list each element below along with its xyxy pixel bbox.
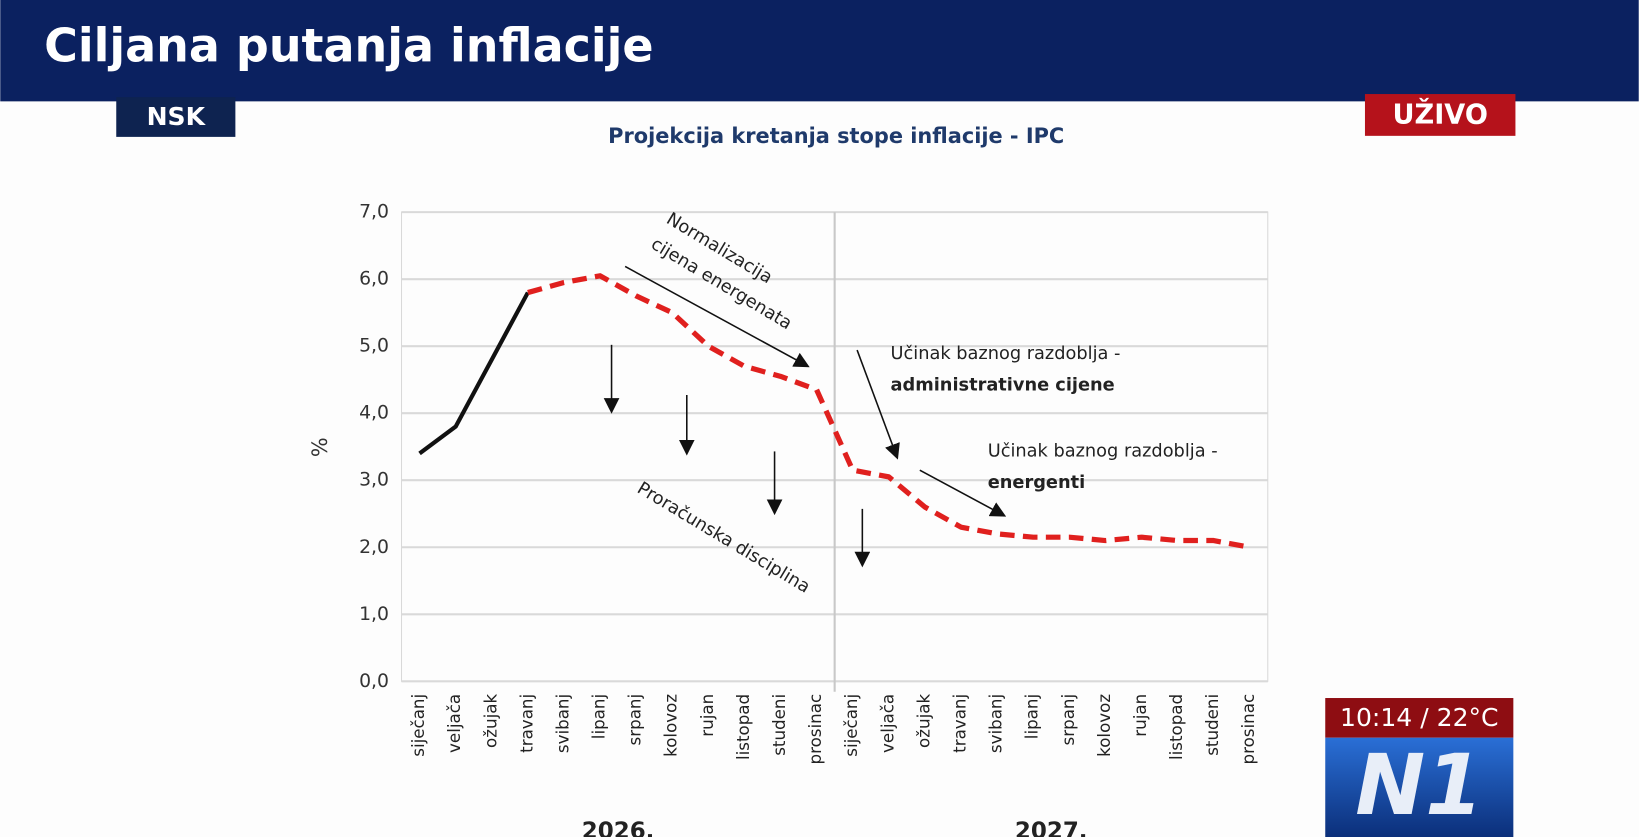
y-tick-label: 3,0 (359, 470, 389, 491)
x-tick-label: rujan (697, 694, 717, 737)
series-line (527, 273, 1251, 550)
chart-title: Projekcija kretanja stope inflacije - IP… (608, 124, 1064, 148)
annotation: Učinak baznog razdoblja - (891, 344, 1121, 364)
x-tick-label: prosinac (1238, 694, 1258, 765)
logo: N1 (1355, 736, 1483, 834)
badge (116, 97, 236, 137)
badge-text: NSK (147, 102, 207, 131)
y-tick-label: 7,0 (359, 202, 389, 223)
y-tick-label: 5,0 (359, 336, 389, 357)
y-tick-label: 2,0 (359, 537, 389, 558)
annotation: Proračunska disciplina (633, 479, 813, 598)
x-tick-label: lipanj (589, 694, 609, 739)
x-tick-label: kolovoz (1094, 694, 1114, 757)
annotation: administrativne cijene (891, 376, 1115, 396)
annotation: energenti (988, 473, 1085, 493)
arrows (603, 265, 1007, 568)
year-label: 2026. (582, 818, 655, 837)
x-tick-label: kolovoz (661, 694, 681, 757)
x-tick-label: veljača (877, 694, 897, 753)
annotation: Učinak baznog razdoblja - (988, 441, 1218, 461)
x-tick-label: svibanj (986, 694, 1006, 753)
x-tick-label: ožujak (913, 694, 933, 748)
x-tick-label: lipanj (1022, 694, 1042, 739)
x-tick-label: veljača (444, 694, 464, 753)
x-tick-label: studeni (1202, 694, 1222, 756)
x-tick-label: rujan (1130, 694, 1150, 737)
badge-text: UŽIVO (1392, 98, 1487, 130)
clock: 10:14 / 22°C (1340, 703, 1499, 732)
y-axis-label: % (308, 437, 332, 457)
header-title: Ciljana putanja inflacije (44, 19, 653, 73)
y-tick-label: 0,0 (359, 671, 389, 692)
x-tick-label: svibanj (552, 694, 572, 753)
x-tick-label: siječanj (841, 694, 861, 757)
x-tick-label: listopad (1166, 694, 1186, 760)
clock-box (1325, 698, 1514, 738)
badge (1364, 94, 1516, 136)
x-tick-label: studeni (769, 694, 789, 756)
x-tick-label: srpanj (625, 694, 645, 746)
x-tick-label: ožujak (480, 694, 500, 748)
x-tick-label: travanj (949, 694, 969, 753)
x-tick-label: listopad (733, 694, 753, 760)
y-tick-label: 1,0 (359, 604, 389, 625)
year-label: 2027. (1015, 818, 1088, 837)
x-tick-label: siječanj (408, 694, 428, 757)
series-line (418, 291, 530, 456)
x-tick-label: travanj (516, 694, 536, 753)
header-bar (0, 0, 1639, 102)
y-tick-label: 6,0 (359, 269, 389, 290)
y-tick-label: 4,0 (359, 403, 389, 424)
x-tick-label: srpanj (1058, 694, 1078, 746)
x-tick-label: prosinac (805, 694, 825, 765)
logo-box (1325, 737, 1514, 837)
